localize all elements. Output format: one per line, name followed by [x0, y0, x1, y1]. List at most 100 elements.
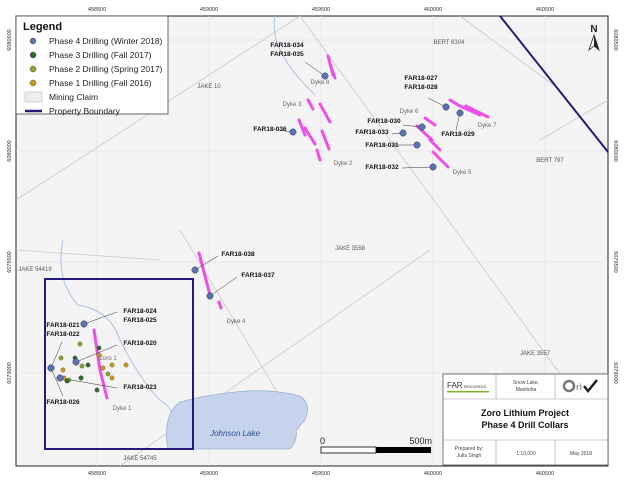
easting-label: 460000 [424, 7, 442, 13]
dyke-outcrop [328, 62, 337, 80]
northing-label: 6079500 [612, 251, 618, 272]
dyke-label: Dyke 7 [478, 123, 497, 129]
dyke-outcrop [297, 118, 307, 137]
phase4-drill-collar[interactable] [72, 358, 80, 366]
lake-label: Johnson Lake [209, 429, 260, 438]
phase4-drill-collar[interactable] [56, 374, 64, 382]
claim-boundaries [15, 15, 609, 467]
historic-drill-collar [78, 375, 84, 381]
phase4-drill-collar[interactable] [413, 141, 421, 149]
easting-label: 459000 [200, 7, 218, 13]
historic-drill-collar [100, 365, 106, 371]
scale-bar: 0 500m [320, 436, 432, 454]
orix-logo: ri [562, 379, 598, 393]
historic-drill-collar [94, 387, 100, 393]
easting-label: 460500 [536, 471, 554, 477]
legend: Legend Phase 4 Drilling (Winter 2018) Pha… [15, 15, 169, 116]
svg-text:1:10,000: 1:10,000 [516, 451, 536, 457]
historic-drill-collar [64, 378, 70, 384]
historic-drill-collar [109, 375, 115, 381]
svg-text:Prepared by:: Prepared by: [455, 446, 484, 452]
legend-item-label: Phase 2 Drilling (Spring 2017) [49, 64, 163, 74]
easting-label: 458500 [88, 7, 106, 13]
dyke-outcrop [464, 104, 490, 119]
dyke-label: Dyke 6 [400, 109, 419, 115]
legend-title: Legend [23, 21, 62, 33]
drill-hole-label: FAR18-022 [46, 331, 80, 338]
legend-swatch [24, 91, 43, 103]
drill-hole-label: FAR18-020 [123, 340, 157, 347]
title-block: FAR RESOURCES Snow Lake, Manitoba ri Zor… [442, 373, 609, 466]
legend-swatch [29, 65, 37, 73]
historic-drill-collar [96, 345, 102, 351]
drill-hole-label: FAR18-030 [367, 118, 401, 125]
phase4-drill-collar[interactable] [442, 103, 450, 111]
svg-text:500m: 500m [409, 436, 432, 446]
drill-hole-label: FAR18-029 [441, 131, 475, 138]
northing-label: 6079500 [7, 251, 13, 272]
drill-hole-label: FAR18-028 [404, 84, 438, 91]
legend-swatch [29, 79, 37, 87]
legend-item-label: Phase 3 Drilling (Fall 2017) [49, 50, 152, 60]
svg-text:Snow Lake,: Snow Lake, [513, 380, 539, 386]
dyke-label: Dyke 3 [283, 102, 302, 108]
claim-label: JAKE 54745 [123, 456, 157, 462]
dyke-label: Dyke 2 [334, 161, 353, 167]
phase4-drill-collar[interactable] [80, 320, 88, 328]
phase4-drill-collar[interactable] [321, 72, 329, 80]
property-boundary-ne [499, 15, 609, 153]
historic-drill-collar [79, 363, 85, 369]
easting-label: 458500 [88, 471, 106, 477]
phase4-drill-collar[interactable] [289, 128, 297, 136]
historic-drill-collar [60, 367, 66, 373]
phase4-drill-collar[interactable] [206, 292, 214, 300]
historic-drill-collar [96, 352, 102, 358]
northing-label: 6080500 [7, 29, 13, 50]
easting-label: 459500 [312, 471, 330, 477]
drill-hole-label: FAR18-025 [123, 317, 157, 324]
phase4-drill-collar[interactable] [191, 266, 199, 274]
legend-item-label: Phase 4 Drilling (Winter 2018) [49, 36, 163, 46]
drill-hole-label: FAR18-021 [46, 322, 80, 329]
legend-swatch [29, 37, 37, 45]
dyke-label: Dyke 5 [453, 170, 472, 176]
claim-label: JAKE 10 [197, 84, 221, 90]
dyke-label: Dyke 4 [227, 319, 246, 325]
easting-label: 459500 [312, 7, 330, 13]
north-arrow: N [588, 24, 600, 52]
phase4-drill-collar[interactable] [456, 109, 464, 117]
creek [273, 15, 316, 96]
phase4-drill-collar[interactable] [47, 364, 55, 372]
northing-label: 6079000 [7, 362, 13, 383]
dyke-outcrop [320, 129, 331, 151]
svg-text:Julia Singh: Julia Singh [457, 453, 482, 459]
legend-item-label: Phase 1 Drilling (Fall 2016) [49, 78, 152, 88]
drill-hole-label: FAR18-026 [46, 399, 80, 406]
dykes [92, 54, 490, 400]
dyke-outcrop [217, 300, 223, 310]
historic-drill-collar [58, 355, 64, 361]
svg-text:0: 0 [320, 436, 325, 446]
drill-collars [47, 72, 464, 393]
historic-drill-collar [109, 362, 115, 368]
drill-hole-label: FAR18-024 [123, 308, 157, 315]
historic-drill-collar [123, 362, 129, 368]
north-label: N [590, 24, 597, 35]
phase4-drill-collar[interactable] [418, 123, 426, 131]
dyke-label: Dyke 8 [311, 80, 330, 86]
phase4-drill-collar[interactable] [429, 163, 437, 171]
dyke-outcrop [448, 98, 482, 117]
claim-label: JAKE 3557 [520, 351, 551, 357]
johnson-lake [166, 390, 308, 450]
dyke-label: Zoro 1 [99, 356, 117, 362]
dyke-outcrop [306, 98, 315, 111]
map-title: Zoro Lithium Project [481, 408, 569, 418]
property-boundary-box [44, 278, 194, 450]
drill-hole-label: FAR18-031 [365, 142, 399, 149]
legend-item-label: Property Boundary [49, 106, 121, 116]
easting-label: 459000 [200, 471, 218, 477]
phase4-drill-collar[interactable] [399, 129, 407, 137]
dyke-outcrop [315, 148, 322, 162]
drill-hole-label: FAR18-033 [355, 129, 389, 136]
